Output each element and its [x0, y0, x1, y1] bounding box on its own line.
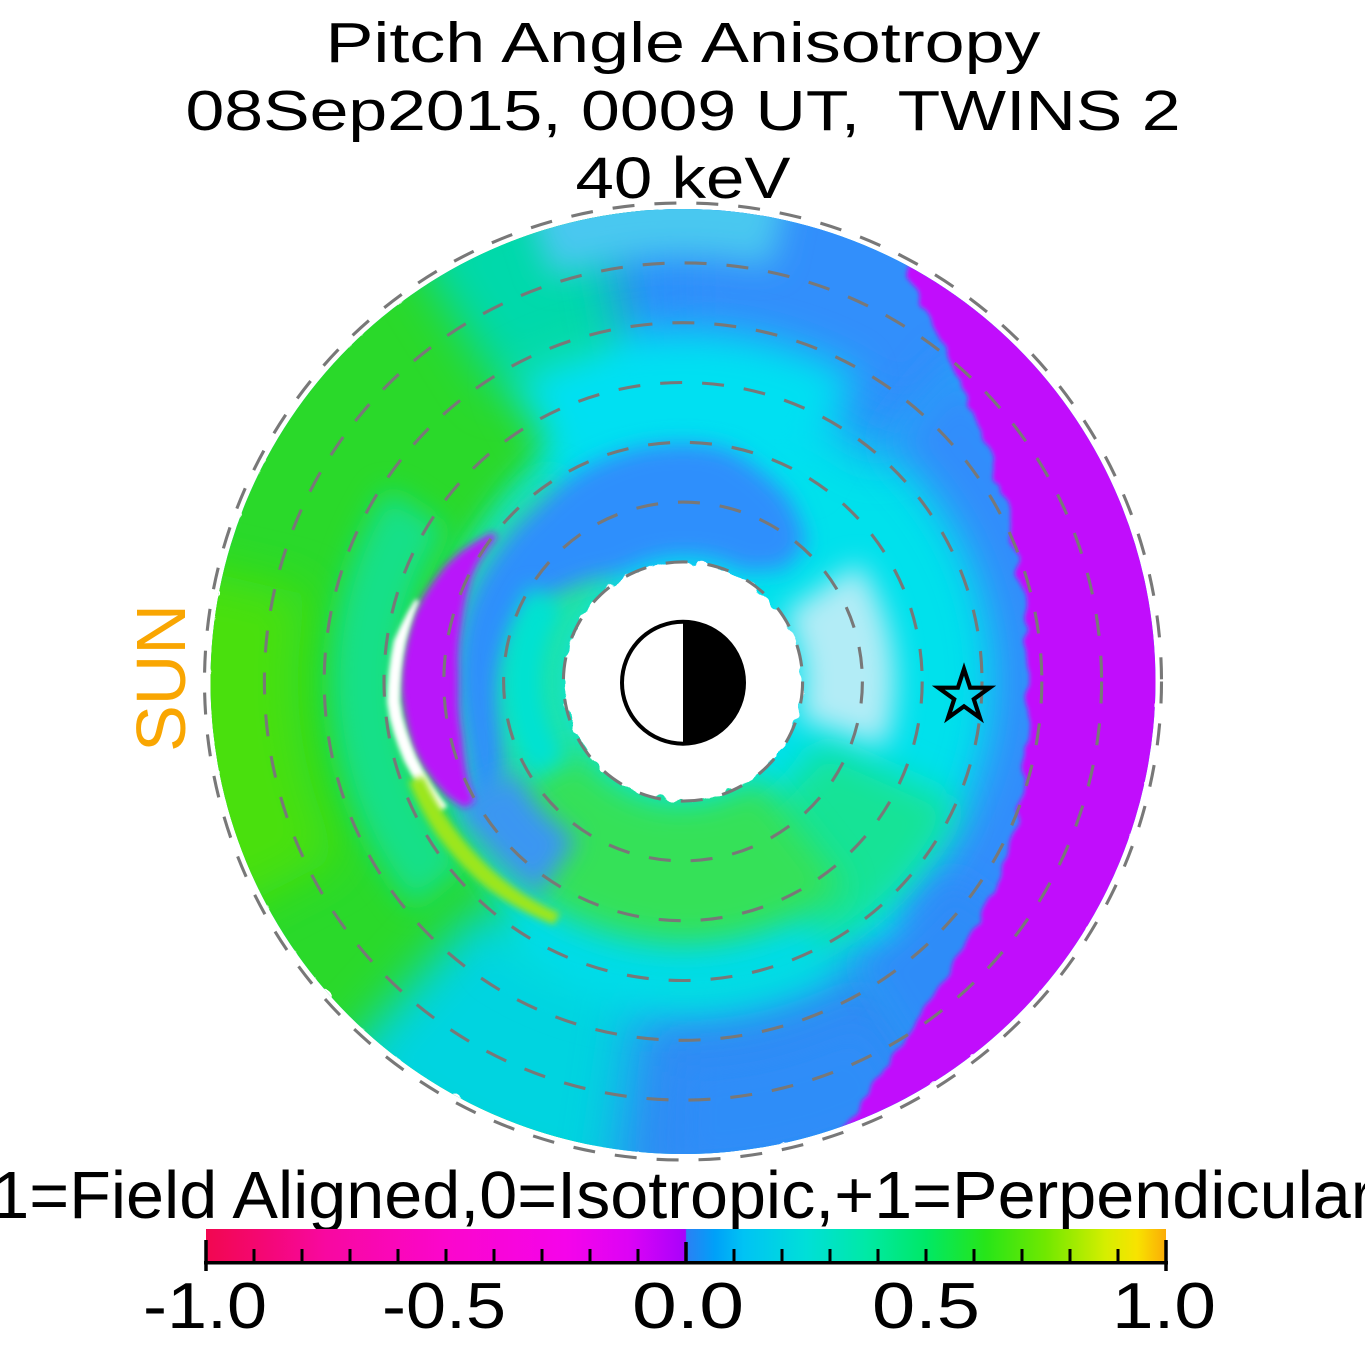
svg-text:08Sep2015, 0009 UT, TWINS 2: 08Sep2015, 0009 UT, TWINS 2 [186, 79, 1181, 143]
svg-text:SUN: SUN [122, 604, 200, 752]
svg-text:-1=Field Aligned,0=Isotropic,+: -1=Field Aligned,0=Isotropic,+1=Perpendi… [0, 1158, 1365, 1233]
svg-text:-0.5: -0.5 [382, 1269, 506, 1342]
svg-text:40 keV: 40 keV [576, 146, 791, 211]
svg-text:-1.0: -1.0 [143, 1269, 267, 1342]
svg-text:Pitch Angle Anisotropy: Pitch Angle Anisotropy [326, 11, 1042, 75]
svg-text:0.0: 0.0 [632, 1269, 744, 1342]
svg-text:0.5: 0.5 [872, 1269, 980, 1342]
svg-text:1.0: 1.0 [1112, 1269, 1216, 1342]
